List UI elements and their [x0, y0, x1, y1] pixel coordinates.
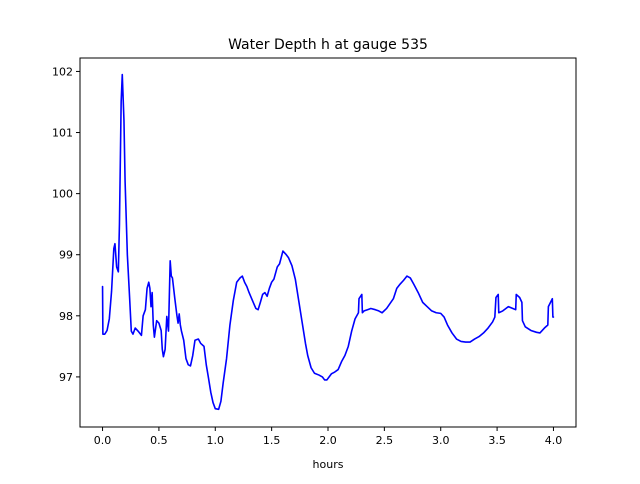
y-tick-label: 97: [59, 371, 73, 384]
x-tick-label: 4.0: [545, 434, 563, 447]
chart-title: Water Depth h at gauge 535: [228, 37, 428, 53]
x-tick-label: 2.5: [376, 434, 394, 447]
x-tick-label: 2.0: [319, 434, 337, 447]
y-tick-label: 102: [52, 65, 73, 78]
x-axis-ticks: 0.0 0.5 1.0 1.5 2.0 2.5 3.0 3.5 4.0: [94, 427, 562, 447]
x-tick-label: 3.0: [432, 434, 450, 447]
x-tick-label: 0.5: [150, 434, 168, 447]
series-line: [101, 73, 555, 411]
x-tick-label: 1.0: [207, 434, 225, 447]
y-tick-label: 98: [59, 310, 73, 323]
x-axis-label: hours: [313, 458, 344, 471]
y-tick-label: 99: [59, 249, 73, 262]
x-tick-label: 0.0: [94, 434, 112, 447]
y-tick-label: 100: [52, 188, 73, 201]
y-tick-label: 101: [52, 127, 73, 140]
y-axis-ticks: 97 98 99 100 101 102: [52, 65, 80, 384]
plot-frame: [79, 57, 577, 428]
x-tick-label: 1.5: [263, 434, 281, 447]
x-tick-label: 3.5: [488, 434, 506, 447]
plot-area: [80, 58, 576, 427]
